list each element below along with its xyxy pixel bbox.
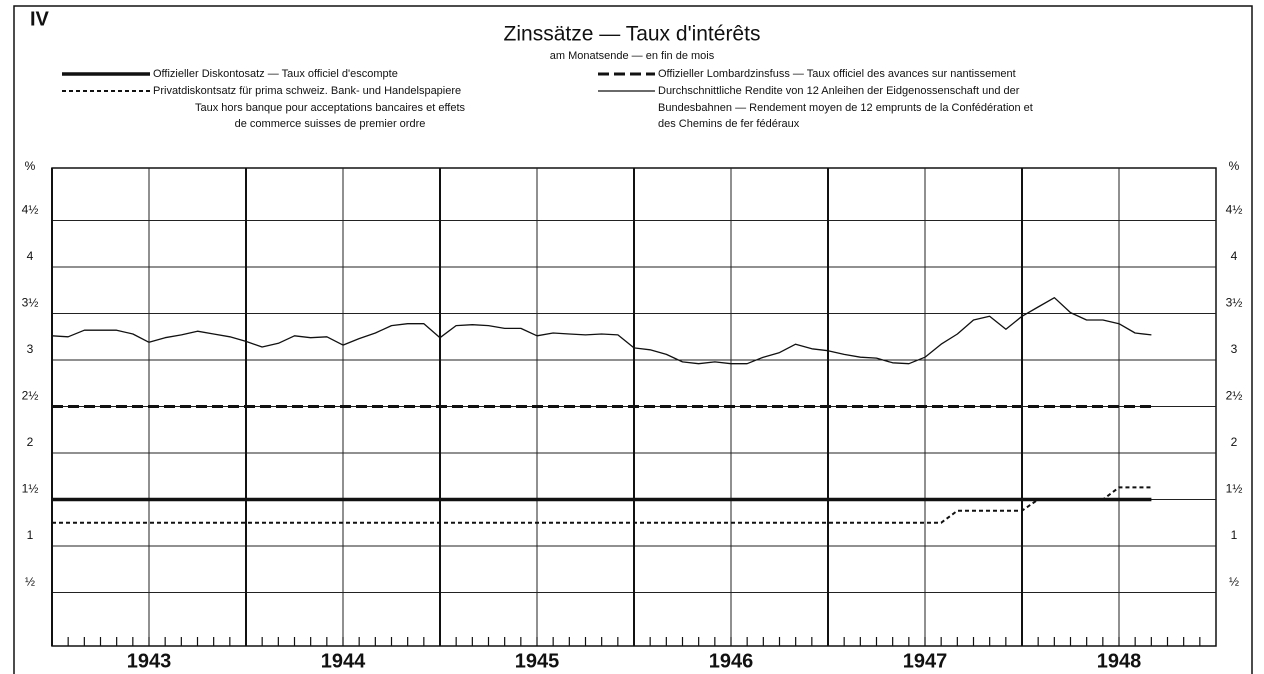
x-tick-label: 1947	[903, 650, 948, 672]
y-tick-label-right: 3½	[1226, 296, 1243, 310]
y-tick-label: 2½	[22, 389, 39, 403]
series-line	[52, 486, 1152, 524]
y-tick-label: 1½	[22, 482, 39, 496]
chart-subtitle: am Monatsende — en fin de mois	[550, 50, 715, 62]
y-tick-label-right: ½	[1229, 575, 1239, 589]
legend-label: Offizieller Lombardzinsfuss — Taux offic…	[658, 68, 1016, 80]
legend-label-cont: Taux hors banque pour acceptations banca…	[195, 102, 466, 114]
y-tick-label-right: 2½	[1226, 389, 1243, 403]
y-tick-label: 4	[27, 249, 34, 263]
y-tick-label: ½	[25, 575, 35, 589]
series-line	[51, 297, 1152, 365]
legend-label-cont: de commerce suisses de premier ordre	[235, 118, 426, 130]
outer-frame	[13, 5, 1253, 674]
y-tick-label-right: 1	[1231, 528, 1238, 542]
x-tick-label: 1944	[321, 650, 366, 672]
y-tick-label: 3	[27, 342, 34, 356]
x-tick-label: 1948	[1097, 650, 1142, 672]
x-tick-label: 1946	[709, 650, 754, 672]
legend-label-cont: des Chemins de fer fédéraux	[658, 118, 800, 130]
y-tick-label: 2	[27, 435, 34, 449]
chart-title: Zinssätze — Taux d'intérêts	[504, 23, 761, 46]
legend-label: Offizieller Diskontosatz — Taux officiel…	[153, 68, 398, 80]
y-tick-label-right: 4½	[1226, 203, 1243, 217]
y-tick-label: 3½	[22, 296, 39, 310]
x-tick-label: 1943	[127, 650, 172, 672]
legend-label: Privatdiskontsatz für prima schweiz. Ban…	[153, 85, 461, 97]
y-tick-label-right: 4	[1231, 249, 1238, 263]
y-axis-label: %	[25, 159, 36, 173]
x-tick-label: 1945	[515, 650, 560, 672]
y-tick-label-right: 2	[1231, 435, 1238, 449]
legend-label-cont: Bundesbahnen — Rendement moyen de 12 emp…	[658, 102, 1033, 114]
legend-label: Durchschnittliche Rendite von 12 Anleihe…	[658, 85, 1020, 97]
y-tick-label-right: 3	[1231, 342, 1238, 356]
y-axis-label-right: %	[1229, 159, 1240, 173]
y-tick-label: 1	[27, 528, 34, 542]
panel-label: IV	[30, 8, 50, 30]
y-tick-label-right: 1½	[1226, 482, 1243, 496]
y-tick-label: 4½	[22, 203, 39, 217]
